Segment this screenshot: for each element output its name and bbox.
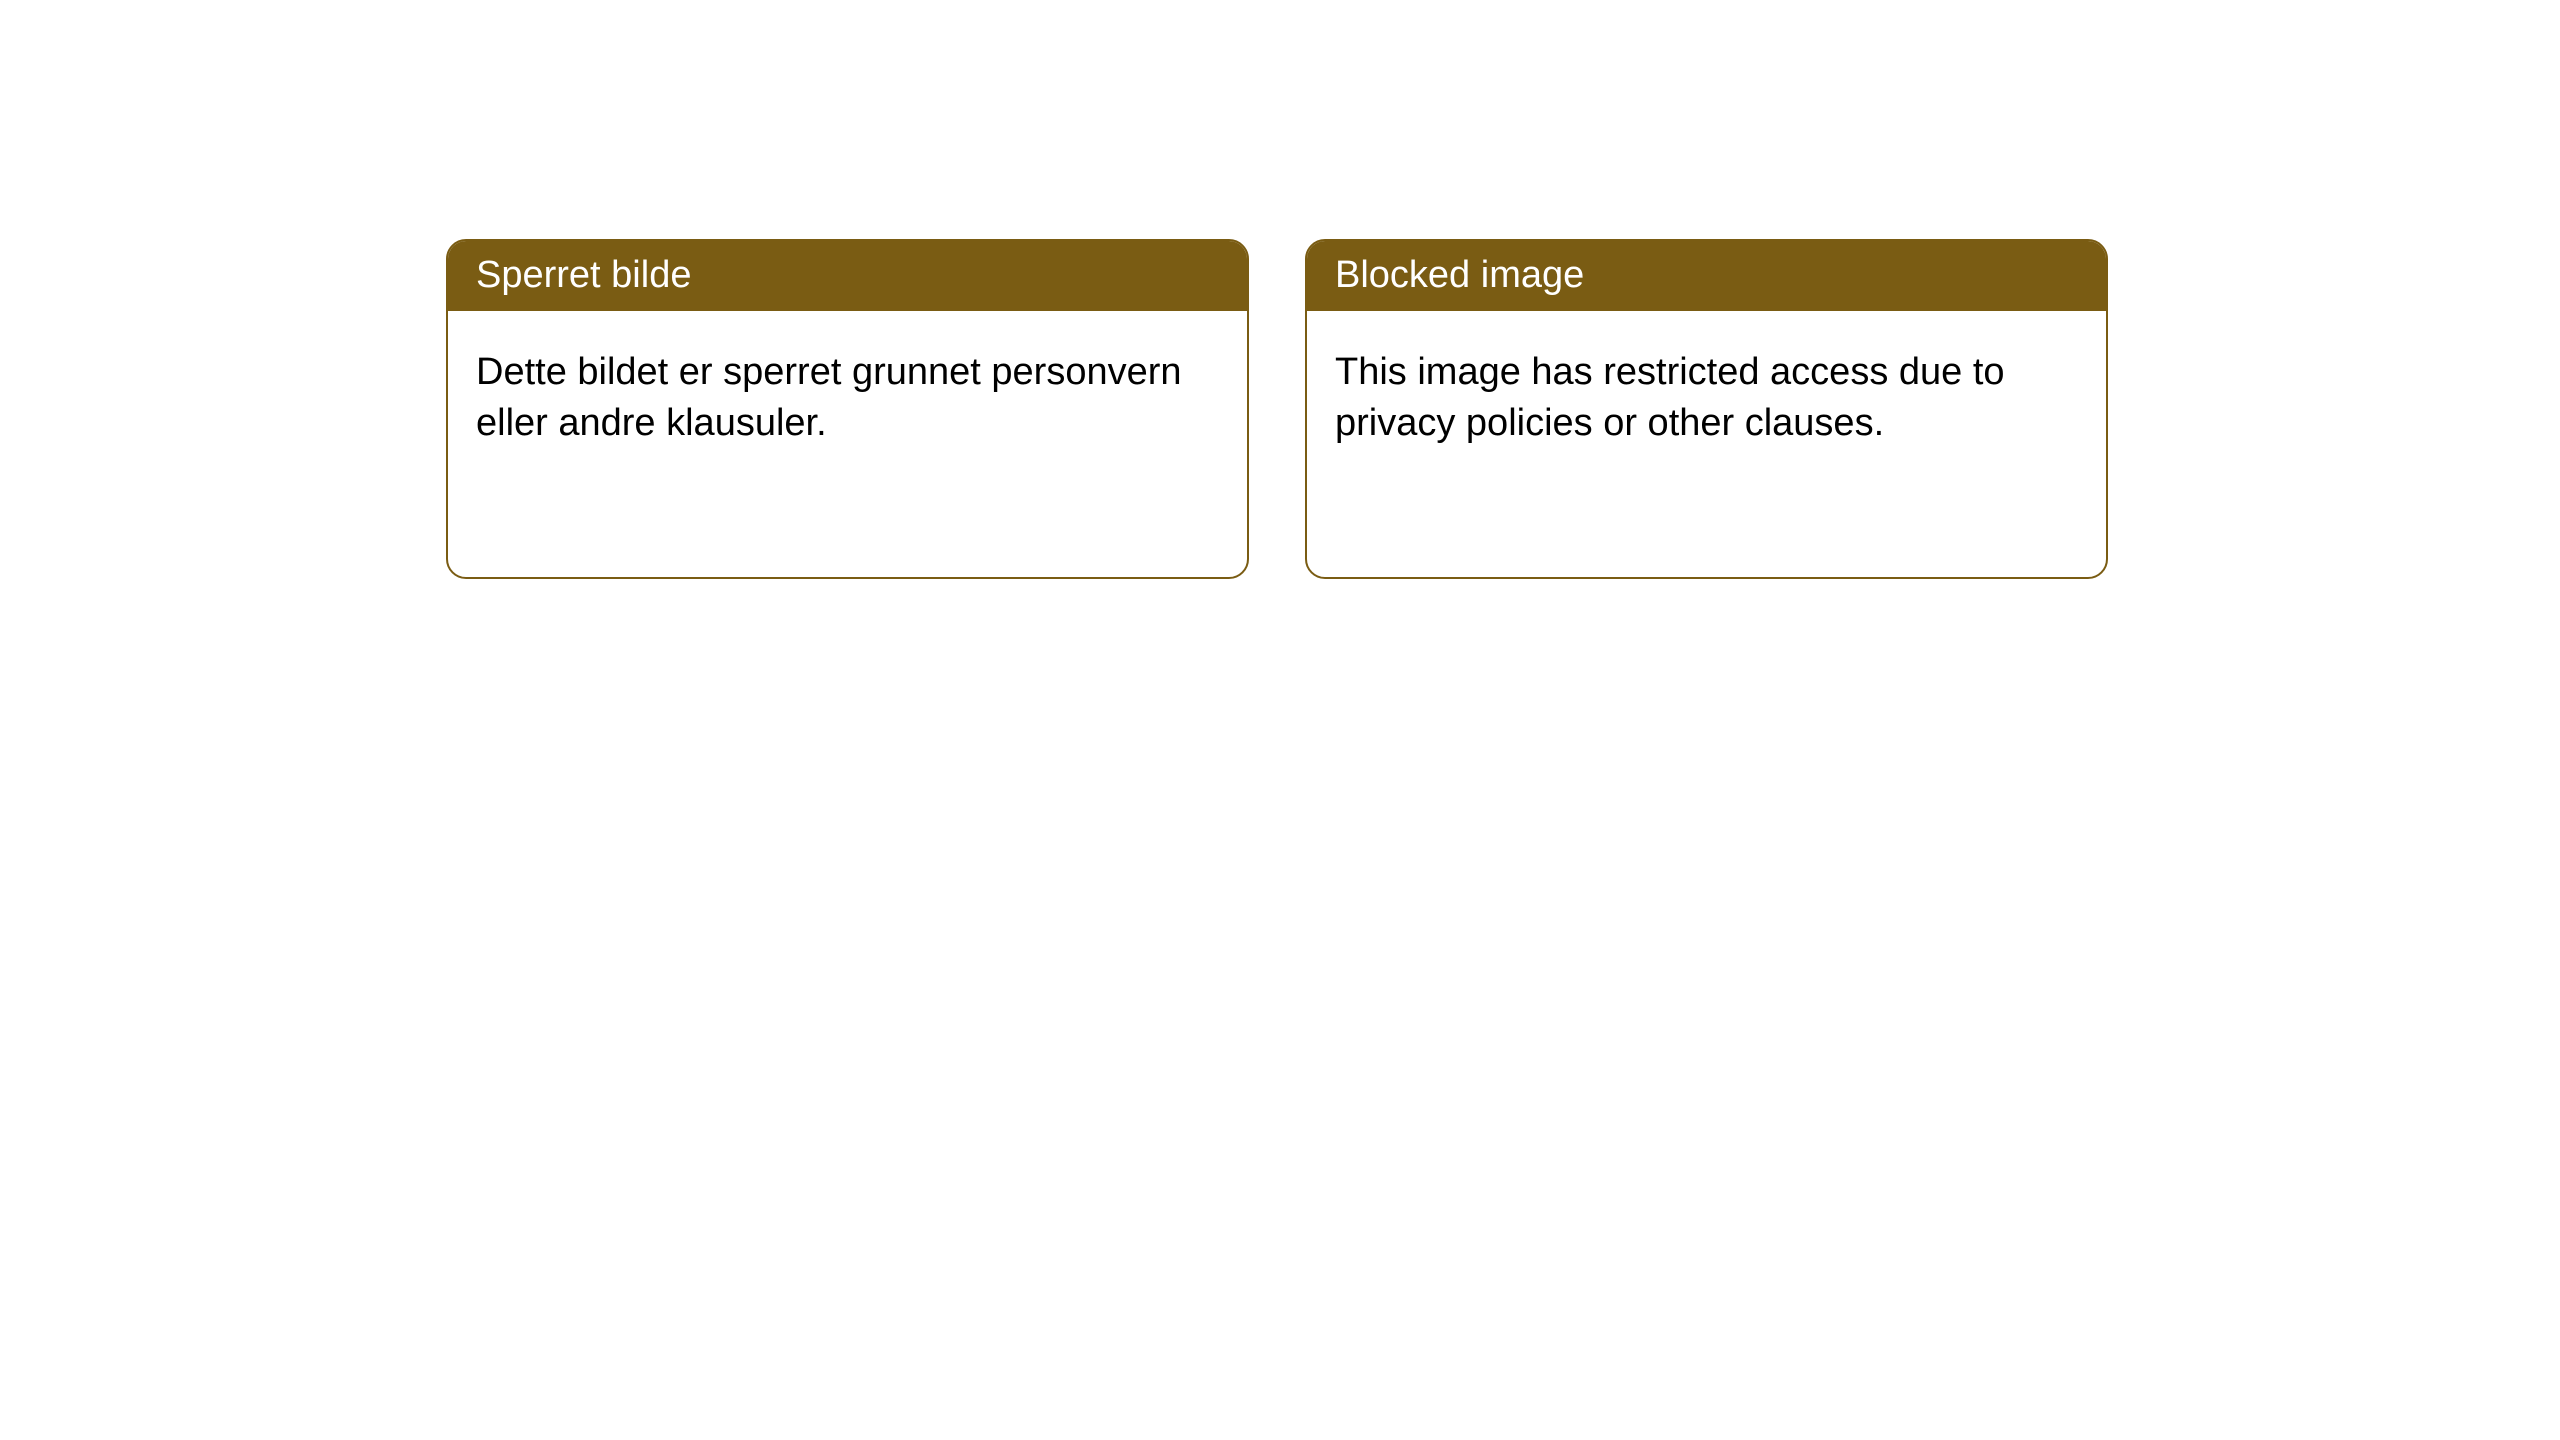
notice-card-norwegian: Sperret bilde Dette bildet er sperret gr… bbox=[446, 239, 1249, 579]
notice-message: This image has restricted access due to … bbox=[1335, 351, 2005, 444]
notice-container: Sperret bilde Dette bildet er sperret gr… bbox=[446, 239, 2108, 579]
notice-body-norwegian: Dette bildet er sperret grunnet personve… bbox=[448, 311, 1247, 486]
notice-header-english: Blocked image bbox=[1307, 241, 2106, 311]
notice-header-norwegian: Sperret bilde bbox=[448, 241, 1247, 311]
notice-title: Sperret bilde bbox=[476, 254, 691, 296]
notice-card-english: Blocked image This image has restricted … bbox=[1305, 239, 2108, 579]
notice-title: Blocked image bbox=[1335, 254, 1584, 296]
notice-message: Dette bildet er sperret grunnet personve… bbox=[476, 351, 1182, 444]
notice-body-english: This image has restricted access due to … bbox=[1307, 311, 2106, 486]
